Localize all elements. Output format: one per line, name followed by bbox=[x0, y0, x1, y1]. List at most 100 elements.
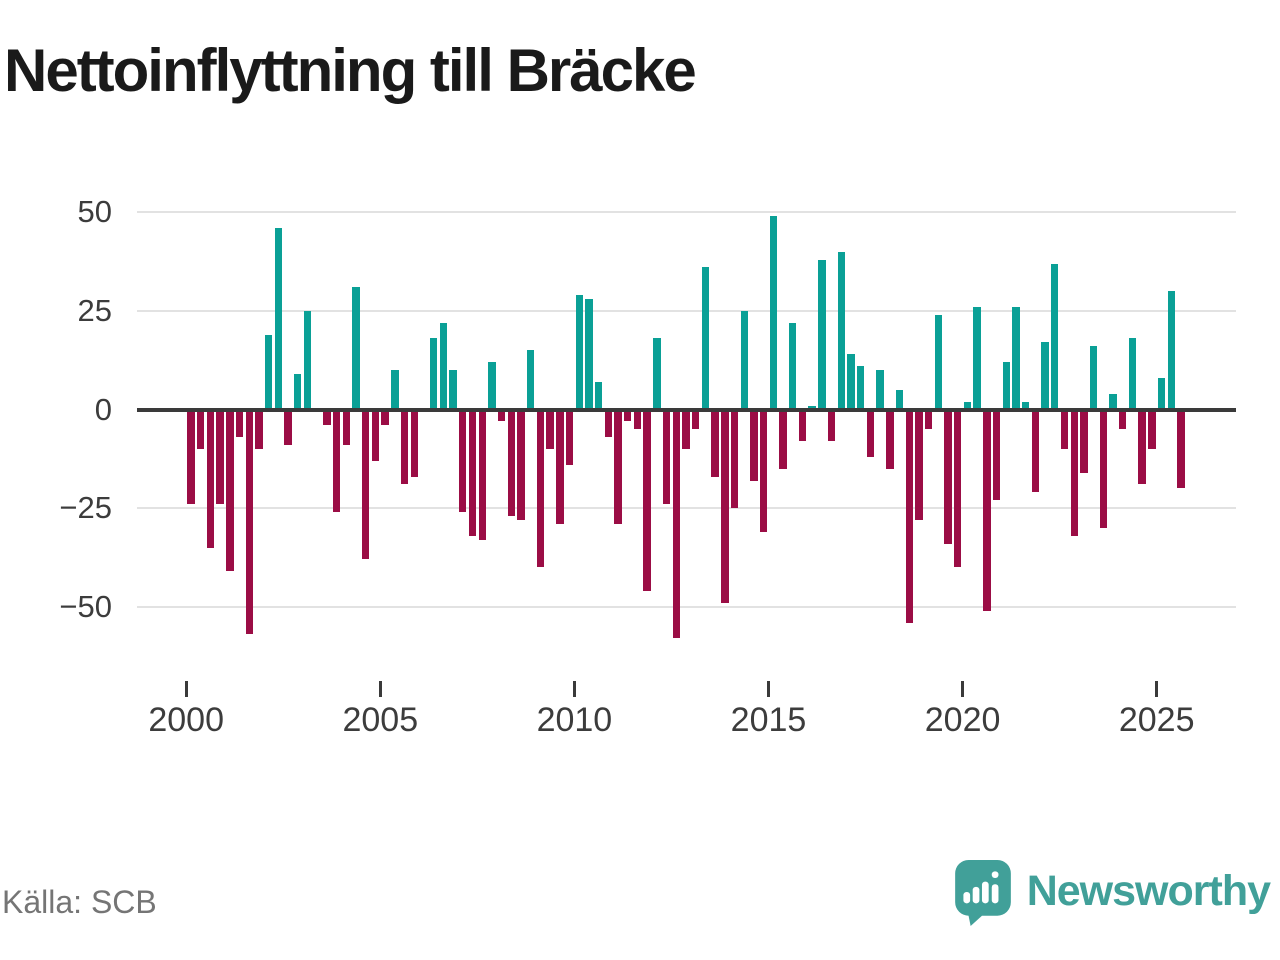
bar bbox=[303, 310, 312, 410]
bar bbox=[866, 409, 875, 457]
bar bbox=[818, 259, 826, 410]
bar bbox=[1060, 409, 1069, 449]
bar bbox=[1002, 362, 1010, 410]
bar bbox=[973, 306, 981, 410]
bar bbox=[459, 409, 467, 513]
bar bbox=[954, 409, 962, 568]
bar bbox=[759, 409, 768, 532]
bar bbox=[730, 409, 739, 509]
bar bbox=[1109, 393, 1117, 410]
bar bbox=[332, 409, 341, 513]
bar bbox=[342, 409, 351, 445]
bar bbox=[323, 409, 331, 426]
x-tick-label: 2020 bbox=[924, 701, 1001, 739]
x-tick-label: 2005 bbox=[342, 701, 419, 739]
bar-chart: 50 25 0 −25 −50 2000 2005 2010 2015 2020 2025 bbox=[59, 194, 1236, 739]
bar bbox=[1041, 342, 1049, 410]
bar bbox=[517, 409, 525, 520]
bar bbox=[692, 409, 700, 430]
bar bbox=[1148, 409, 1156, 449]
bar bbox=[1167, 291, 1175, 410]
bar bbox=[197, 409, 205, 449]
bar bbox=[1080, 409, 1088, 473]
bar bbox=[352, 287, 360, 410]
bar bbox=[633, 409, 642, 430]
bar bbox=[235, 409, 244, 438]
bar bbox=[206, 409, 215, 548]
y-tick-label: −50 bbox=[59, 588, 112, 624]
bar bbox=[264, 334, 273, 410]
gridline bbox=[137, 507, 1236, 510]
bar bbox=[255, 409, 263, 449]
bar bbox=[391, 370, 399, 410]
bar bbox=[565, 409, 574, 465]
bar bbox=[216, 409, 224, 505]
x-tick bbox=[1155, 681, 1159, 697]
bar bbox=[662, 409, 671, 505]
x-tick bbox=[378, 681, 382, 697]
bar bbox=[740, 310, 748, 410]
bar bbox=[643, 409, 651, 591]
bar bbox=[1157, 377, 1166, 410]
bar bbox=[924, 409, 933, 430]
x-tick-label: 2010 bbox=[536, 701, 613, 739]
newsworthy-logo: Newsworthy bbox=[954, 860, 1271, 926]
y-tick-label: 25 bbox=[77, 292, 112, 328]
chart-title: Nettoinflyttning till Bräcke bbox=[4, 37, 697, 104]
bar bbox=[468, 409, 477, 536]
bar bbox=[1031, 409, 1040, 493]
bar bbox=[362, 409, 370, 560]
bar bbox=[284, 409, 292, 445]
gridline bbox=[137, 309, 1236, 312]
bar bbox=[614, 409, 622, 524]
bar bbox=[837, 251, 845, 410]
bar bbox=[856, 366, 865, 410]
bar bbox=[886, 409, 894, 469]
bar bbox=[449, 370, 457, 410]
bar bbox=[604, 409, 613, 438]
bar bbox=[769, 216, 778, 410]
bar bbox=[682, 409, 690, 449]
bar bbox=[653, 338, 661, 410]
bar bbox=[294, 373, 302, 410]
source-label: Källa: SCB bbox=[2, 884, 157, 920]
bar bbox=[895, 389, 904, 410]
bar bbox=[721, 409, 729, 603]
bar bbox=[983, 409, 991, 611]
bar bbox=[400, 409, 409, 485]
y-tick-label: −25 bbox=[59, 490, 112, 526]
bar bbox=[226, 409, 234, 572]
bar bbox=[245, 409, 253, 635]
bar bbox=[1021, 401, 1030, 410]
bar bbox=[876, 370, 884, 410]
bar bbox=[847, 354, 855, 410]
bar bbox=[546, 409, 554, 449]
bar bbox=[381, 409, 389, 426]
bar bbox=[1089, 346, 1098, 410]
bar bbox=[1099, 409, 1107, 528]
bar bbox=[1070, 409, 1078, 536]
bar bbox=[750, 409, 758, 481]
bar bbox=[711, 409, 719, 477]
bar bbox=[624, 409, 632, 422]
x-axis-zero-line bbox=[137, 407, 1236, 412]
x-tick bbox=[572, 681, 576, 697]
bar bbox=[478, 409, 486, 540]
bar bbox=[527, 350, 535, 410]
y-tick-label: 0 bbox=[94, 391, 112, 427]
x-tick-label: 2025 bbox=[1118, 701, 1195, 739]
bar bbox=[1119, 409, 1127, 430]
bar bbox=[701, 267, 710, 410]
newsworthy-logo-text: Newsworthy bbox=[1026, 867, 1271, 915]
bar bbox=[536, 409, 545, 568]
bar bbox=[575, 295, 583, 410]
bar bbox=[1128, 338, 1137, 410]
bar bbox=[274, 228, 283, 410]
bar bbox=[779, 409, 787, 469]
bar bbox=[672, 409, 680, 639]
gridline bbox=[137, 605, 1236, 608]
bar bbox=[594, 381, 603, 410]
bar bbox=[507, 409, 515, 516]
bar bbox=[934, 314, 943, 410]
bar bbox=[371, 409, 380, 461]
